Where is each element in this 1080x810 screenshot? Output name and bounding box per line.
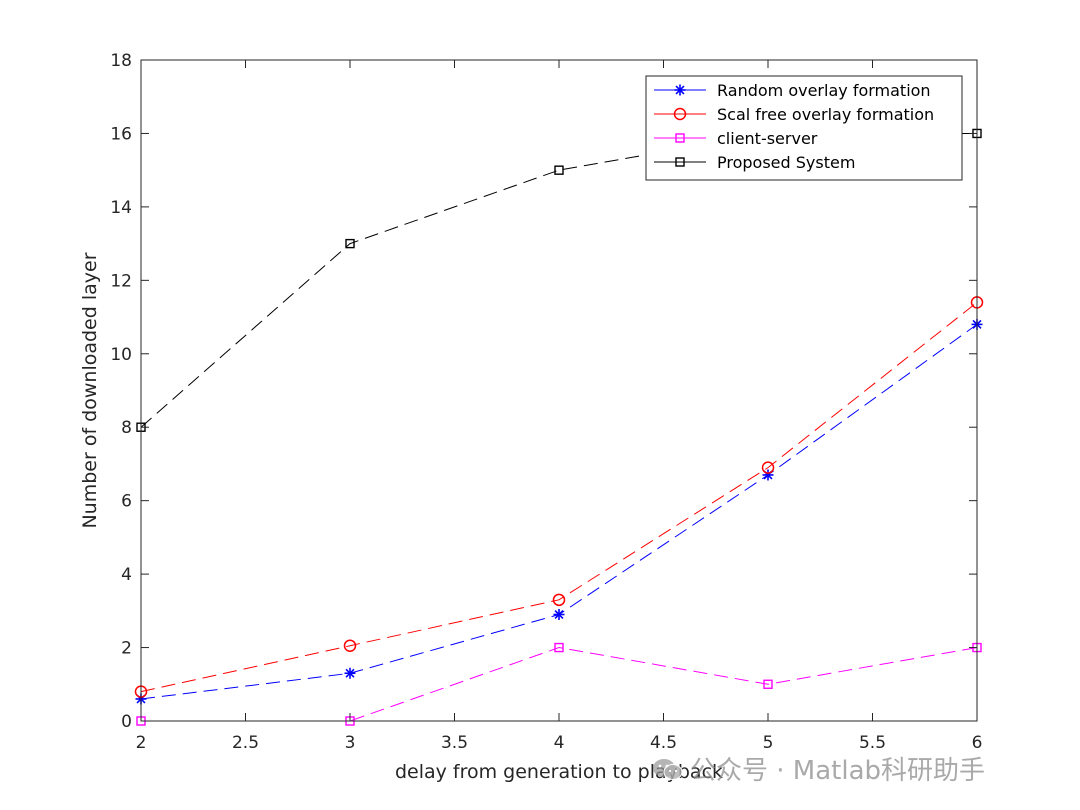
x-tick-label: 5.5 [859,733,886,753]
x-tick-label: 3 [345,733,356,753]
x-axis-label: delay from generation to playback [395,761,723,783]
watermark: 公众号 · Matlab科研助手 [652,750,985,787]
legend-label: client-server [717,129,818,148]
x-tick-label: 2 [136,733,147,753]
series-line [141,647,978,722]
data-point [673,107,687,121]
y-tick-label: 0 [121,712,132,732]
data-point [552,593,566,607]
y-tick-label: 2 [121,639,132,659]
wechat-icon [653,759,683,780]
y-tick-label: 6 [121,492,132,512]
x-tick-label: 4 [554,733,565,753]
y-tick-label: 8 [121,418,132,438]
legend-item: Random overlay formation [654,81,931,100]
legend-item: Scal free overlay formation [654,105,934,124]
legend-label: Random overlay formation [717,81,931,100]
y-axis-label: Number of downloaded layer [79,252,101,528]
data-point [554,642,564,653]
series-2 [136,642,982,726]
x-tick-label: 6 [972,733,983,753]
x-tick-label: 3.5 [441,733,468,753]
data-point [343,639,357,652]
data-point [675,133,685,143]
legend-label: Scal free overlay formation [717,105,934,124]
series-line [140,323,978,700]
y-tick-label: 4 [121,565,132,585]
data-point [554,165,564,175]
x-tick-label: 5 [763,733,774,753]
series-line [140,301,978,693]
legend-box [645,75,963,181]
data-point [674,84,686,96]
data-point [763,679,773,689]
series-0 [135,318,983,705]
data-point [762,469,774,481]
data-point [675,157,685,167]
y-tick-label: 18 [110,51,132,71]
watermark-text: 公众号 · Matlab科研助手 [690,756,986,786]
series-1 [134,296,984,698]
x-tick-label: 2.5 [232,733,259,753]
y-tick-label: 14 [110,198,132,218]
y-tick-label: 16 [110,124,132,144]
data-point [553,609,565,621]
legend-item: client-server [654,129,818,148]
x-tick-label: 4.5 [650,733,677,753]
legend-label: Proposed System [717,153,855,172]
data-point [344,667,356,679]
data-point [345,238,355,249]
y-tick-label: 12 [110,271,132,291]
legend: Random overlay formation Scal free overla… [645,75,963,181]
legend-item: Proposed System [654,153,855,172]
y-tick-label: 10 [110,345,132,365]
data-point [761,461,775,474]
plot-lines [134,128,984,726]
